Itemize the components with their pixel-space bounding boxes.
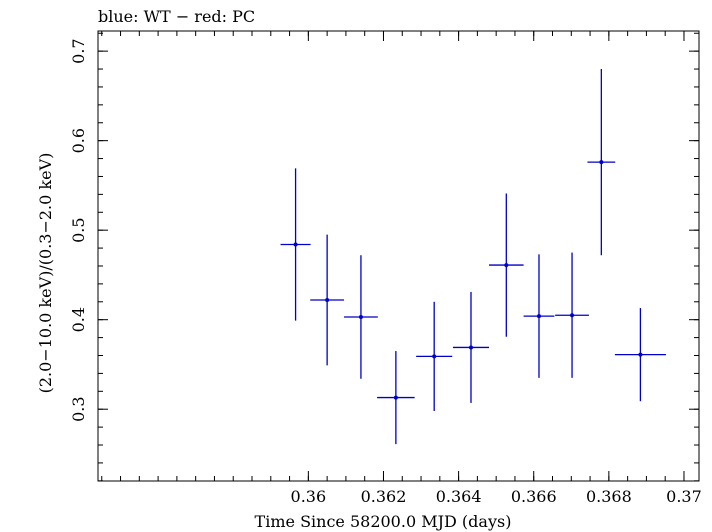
x-tick-label: 0.364: [436, 487, 482, 506]
plot-frame: [97, 30, 700, 482]
data-point: [489, 193, 524, 337]
data-point: [310, 234, 345, 366]
x-tick-label: 0.37: [666, 487, 702, 506]
point-marker: [358, 315, 363, 320]
data-point: [614, 308, 666, 402]
point-marker: [325, 297, 330, 302]
x-tick-label: 0.366: [511, 487, 557, 506]
point-marker: [468, 345, 473, 350]
y-tick-label: 0.6: [69, 128, 88, 153]
x-axis: 0.36 0.362 0.364 0.366 0.368 0.37: [101, 31, 702, 506]
point-marker: [638, 352, 643, 357]
data-point: [555, 252, 589, 378]
y-tick-label: 0.3: [69, 396, 88, 421]
point-marker: [536, 314, 541, 319]
data-point: [280, 168, 311, 321]
data-point: [523, 254, 555, 378]
data-point: [416, 301, 453, 411]
point-marker: [432, 354, 437, 359]
data-point: [377, 351, 415, 445]
y-tick-label: 0.5: [69, 217, 88, 242]
point-marker: [599, 160, 604, 165]
point-marker: [393, 395, 398, 400]
x-tick-label: 0.368: [586, 487, 632, 506]
x-axis-label: Time Since 58200.0 MJD (days): [255, 512, 512, 531]
data-point: [344, 255, 378, 379]
y-tick-label: 0.7: [69, 38, 88, 63]
point-marker: [570, 313, 575, 318]
y-axis: 0.3 0.4 0.5 0.6 0.7: [69, 32, 699, 482]
data-point: [452, 291, 490, 403]
y-axis-label: (2.0−10.0 keV)/(0.3−2.0 keV): [36, 153, 55, 394]
point-marker: [504, 263, 509, 268]
chart-title: blue: WT − red: PC: [98, 7, 255, 26]
point-marker: [293, 242, 298, 247]
y-tick-label: 0.4: [69, 307, 88, 332]
data-point: [587, 69, 616, 256]
x-tick-label: 0.36: [291, 487, 327, 506]
data-points: [280, 69, 666, 445]
x-tick-label: 0.362: [361, 487, 407, 506]
